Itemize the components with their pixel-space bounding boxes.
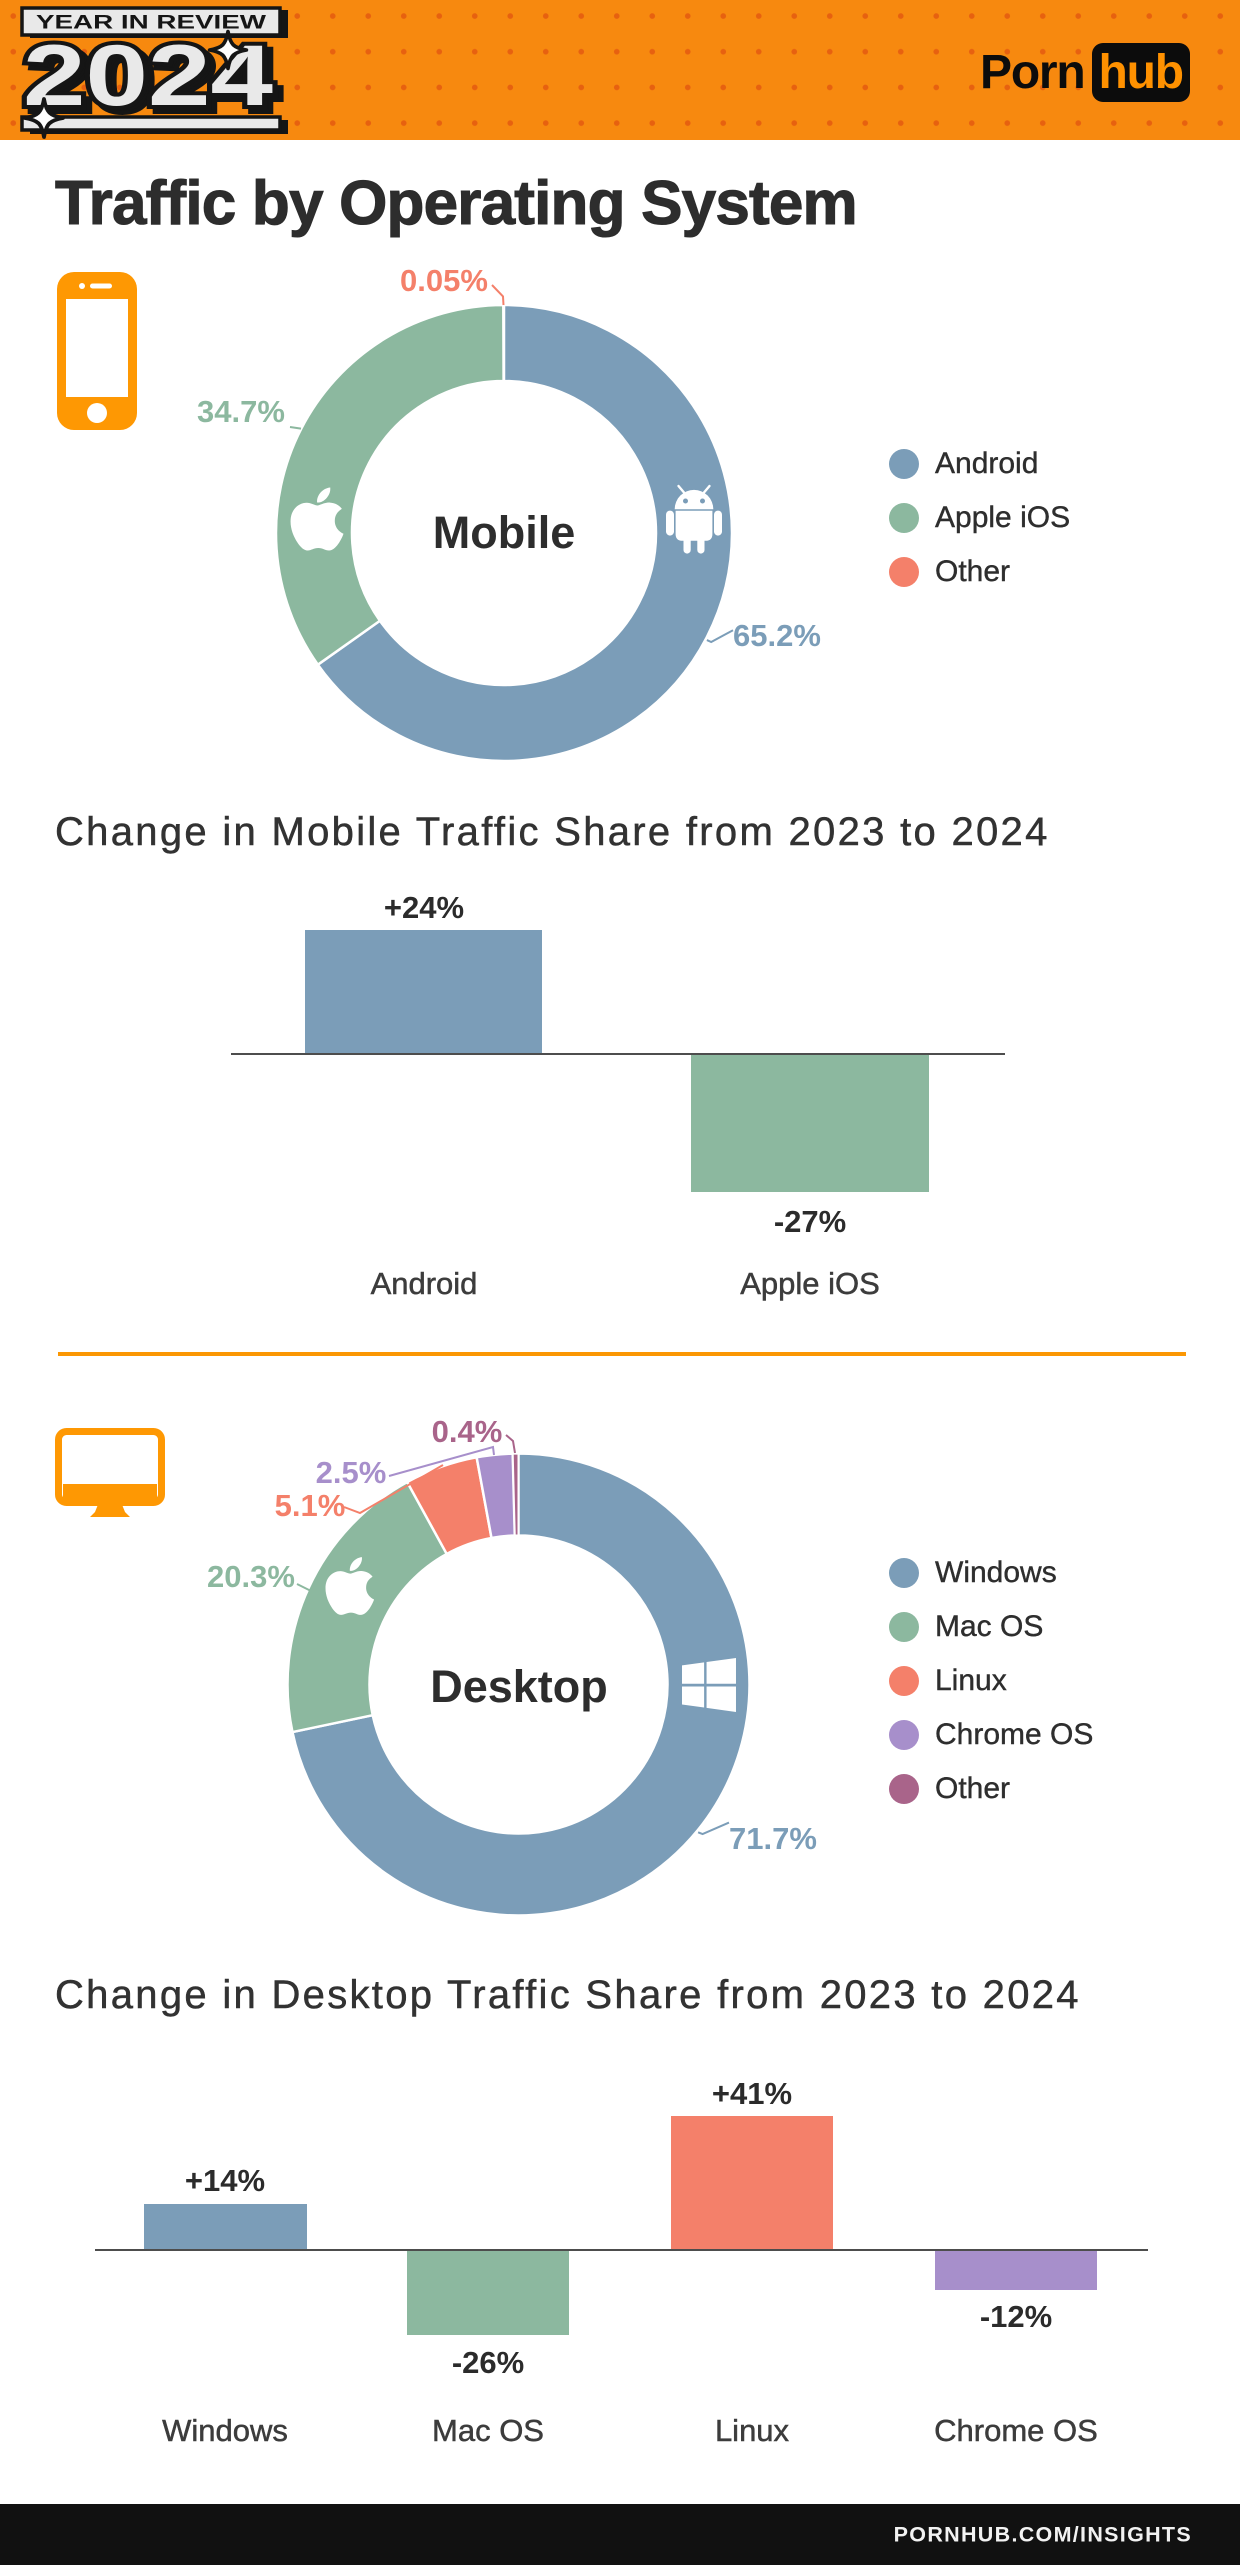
svg-text:20.3%: 20.3%: [207, 1559, 295, 1594]
svg-text:Mobile: Mobile: [433, 507, 576, 558]
svg-text:0.4%: 0.4%: [432, 1414, 503, 1449]
svg-text:71.7%: 71.7%: [729, 1821, 817, 1856]
svg-text:2.5%: 2.5%: [316, 1455, 387, 1490]
svg-text:YEAR IN REVIEW: YEAR IN REVIEW: [36, 13, 266, 34]
svg-text:Desktop: Desktop: [430, 1661, 608, 1712]
svg-text:5.1%: 5.1%: [275, 1488, 346, 1523]
svg-text:2024: 2024: [29, 33, 279, 129]
svg-text:34.7%: 34.7%: [197, 394, 285, 429]
svg-text:2024: 2024: [23, 28, 273, 124]
svg-text:65.2%: 65.2%: [733, 618, 821, 653]
svg-text:0.05%: 0.05%: [400, 263, 488, 298]
